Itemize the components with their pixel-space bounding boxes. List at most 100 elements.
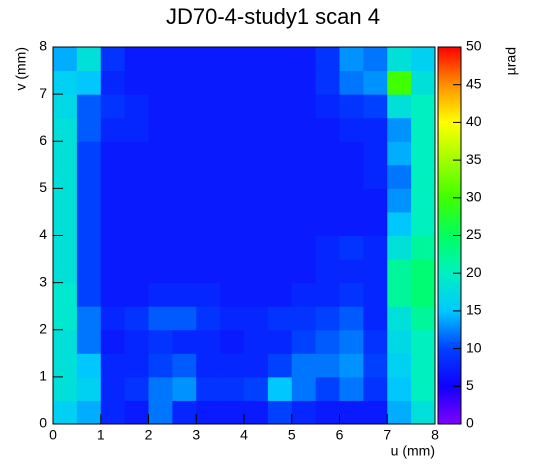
heatmap-cell [220, 353, 245, 378]
heatmap-cell [363, 306, 388, 331]
heatmap-cell [291, 306, 317, 331]
heatmap-cell [291, 117, 317, 142]
heatmap-cell [291, 94, 317, 119]
heatmap-cell [363, 376, 388, 401]
heatmap-cell [411, 400, 436, 425]
z-tick-label: 10 [466, 339, 482, 355]
heatmap-cell [363, 329, 388, 354]
heatmap-cell [339, 376, 364, 401]
heatmap-cell [148, 188, 173, 213]
heatmap-cell [148, 211, 173, 236]
heatmap-cell [124, 47, 149, 72]
heatmap-cell [220, 211, 245, 236]
heatmap-cell [100, 376, 126, 401]
heatmap-cell [53, 211, 78, 236]
heatmap-cell [76, 188, 102, 213]
heatmap-cell [172, 259, 197, 284]
heatmap-cell [339, 282, 364, 307]
heatmap-cell [411, 141, 436, 166]
heatmap-cell [100, 188, 126, 213]
heatmap-cell [363, 164, 388, 189]
heatmap-cell [124, 211, 149, 236]
heatmap-cell [267, 259, 293, 284]
z-tick-label: 50 [466, 38, 482, 54]
heatmap-cell [100, 400, 126, 425]
heatmap-cell [244, 306, 269, 331]
heatmap-cell [100, 47, 126, 72]
heatmap-cell [196, 188, 221, 213]
heatmap-cell [244, 141, 269, 166]
heatmap-cell [411, 211, 436, 236]
heatmap-cell [53, 329, 78, 354]
heatmap-cell [220, 376, 245, 401]
heatmap-cell [291, 141, 317, 166]
heatmap-cell [315, 211, 340, 236]
heatmap-cell [291, 353, 317, 378]
heatmap-cell [76, 259, 102, 284]
heatmap-cell [196, 329, 221, 354]
heatmap-cell [267, 117, 293, 142]
heatmap-cell [53, 353, 78, 378]
heatmap-cell [363, 117, 388, 142]
heatmap-cell [196, 306, 221, 331]
heatmap-cell [411, 259, 436, 284]
heatmap-cell [267, 306, 293, 331]
heatmap-cell [76, 400, 102, 425]
heatmap-cell [244, 94, 269, 119]
heatmap-cell [339, 141, 364, 166]
heatmap-cell [315, 329, 340, 354]
heatmap-cell [315, 235, 340, 260]
heatmap-cell [53, 188, 78, 213]
z-tick-label: 15 [466, 302, 482, 318]
heatmap-cell [363, 188, 388, 213]
heatmap-cell [339, 47, 364, 72]
heatmap-cell [315, 188, 340, 213]
heatmap-cell [339, 353, 364, 378]
heatmap-cell [387, 353, 412, 378]
heatmap-cell [172, 376, 197, 401]
heatmap-cell [315, 306, 340, 331]
heatmap-cell [196, 94, 221, 119]
heatmap-cell [244, 47, 269, 72]
heatmap-cell [148, 164, 173, 189]
heatmap-cell [196, 353, 221, 378]
heatmap-cell [124, 94, 149, 119]
heatmap-cell [363, 400, 388, 425]
heatmap-cell [124, 400, 149, 425]
heatmap-cell [220, 164, 245, 189]
heatmap-cell [196, 282, 221, 307]
heatmap-cell [148, 141, 173, 166]
heatmap-cell [363, 282, 388, 307]
heatmap-cell [124, 376, 149, 401]
heatmap-cell [172, 117, 197, 142]
heatmap-cell [148, 353, 173, 378]
heatmap-cell [315, 94, 340, 119]
heatmap-cell [124, 70, 149, 95]
heatmap-cell [291, 164, 317, 189]
heatmap-cell [339, 306, 364, 331]
heatmap-cell [315, 47, 340, 72]
x-axis-label: u (mm) [391, 443, 435, 459]
heatmap-cell [148, 400, 173, 425]
heatmap-cell [315, 259, 340, 284]
heatmap-cell [53, 47, 78, 72]
heatmap-cell [244, 329, 269, 354]
heatmap-cell [411, 306, 436, 331]
heatmap-cell [339, 329, 364, 354]
heatmap-cell [100, 94, 126, 119]
x-tick-label: 4 [240, 427, 248, 443]
heatmap-cell [267, 353, 293, 378]
heatmap-cell [196, 400, 221, 425]
z-tick-label: 45 [466, 75, 482, 91]
chart-title: JD70-4-study1 scan 4 [166, 4, 380, 29]
heatmap-cell [411, 329, 436, 354]
heatmap-cell [100, 141, 126, 166]
heatmap-cell [315, 282, 340, 307]
heatmap-cell [315, 164, 340, 189]
heatmap-cell [53, 306, 78, 331]
heatmap-cell [267, 70, 293, 95]
heatmap-cell [172, 164, 197, 189]
heatmap-cell [172, 306, 197, 331]
heatmap-cell [387, 376, 412, 401]
heatmap-cell [244, 117, 269, 142]
